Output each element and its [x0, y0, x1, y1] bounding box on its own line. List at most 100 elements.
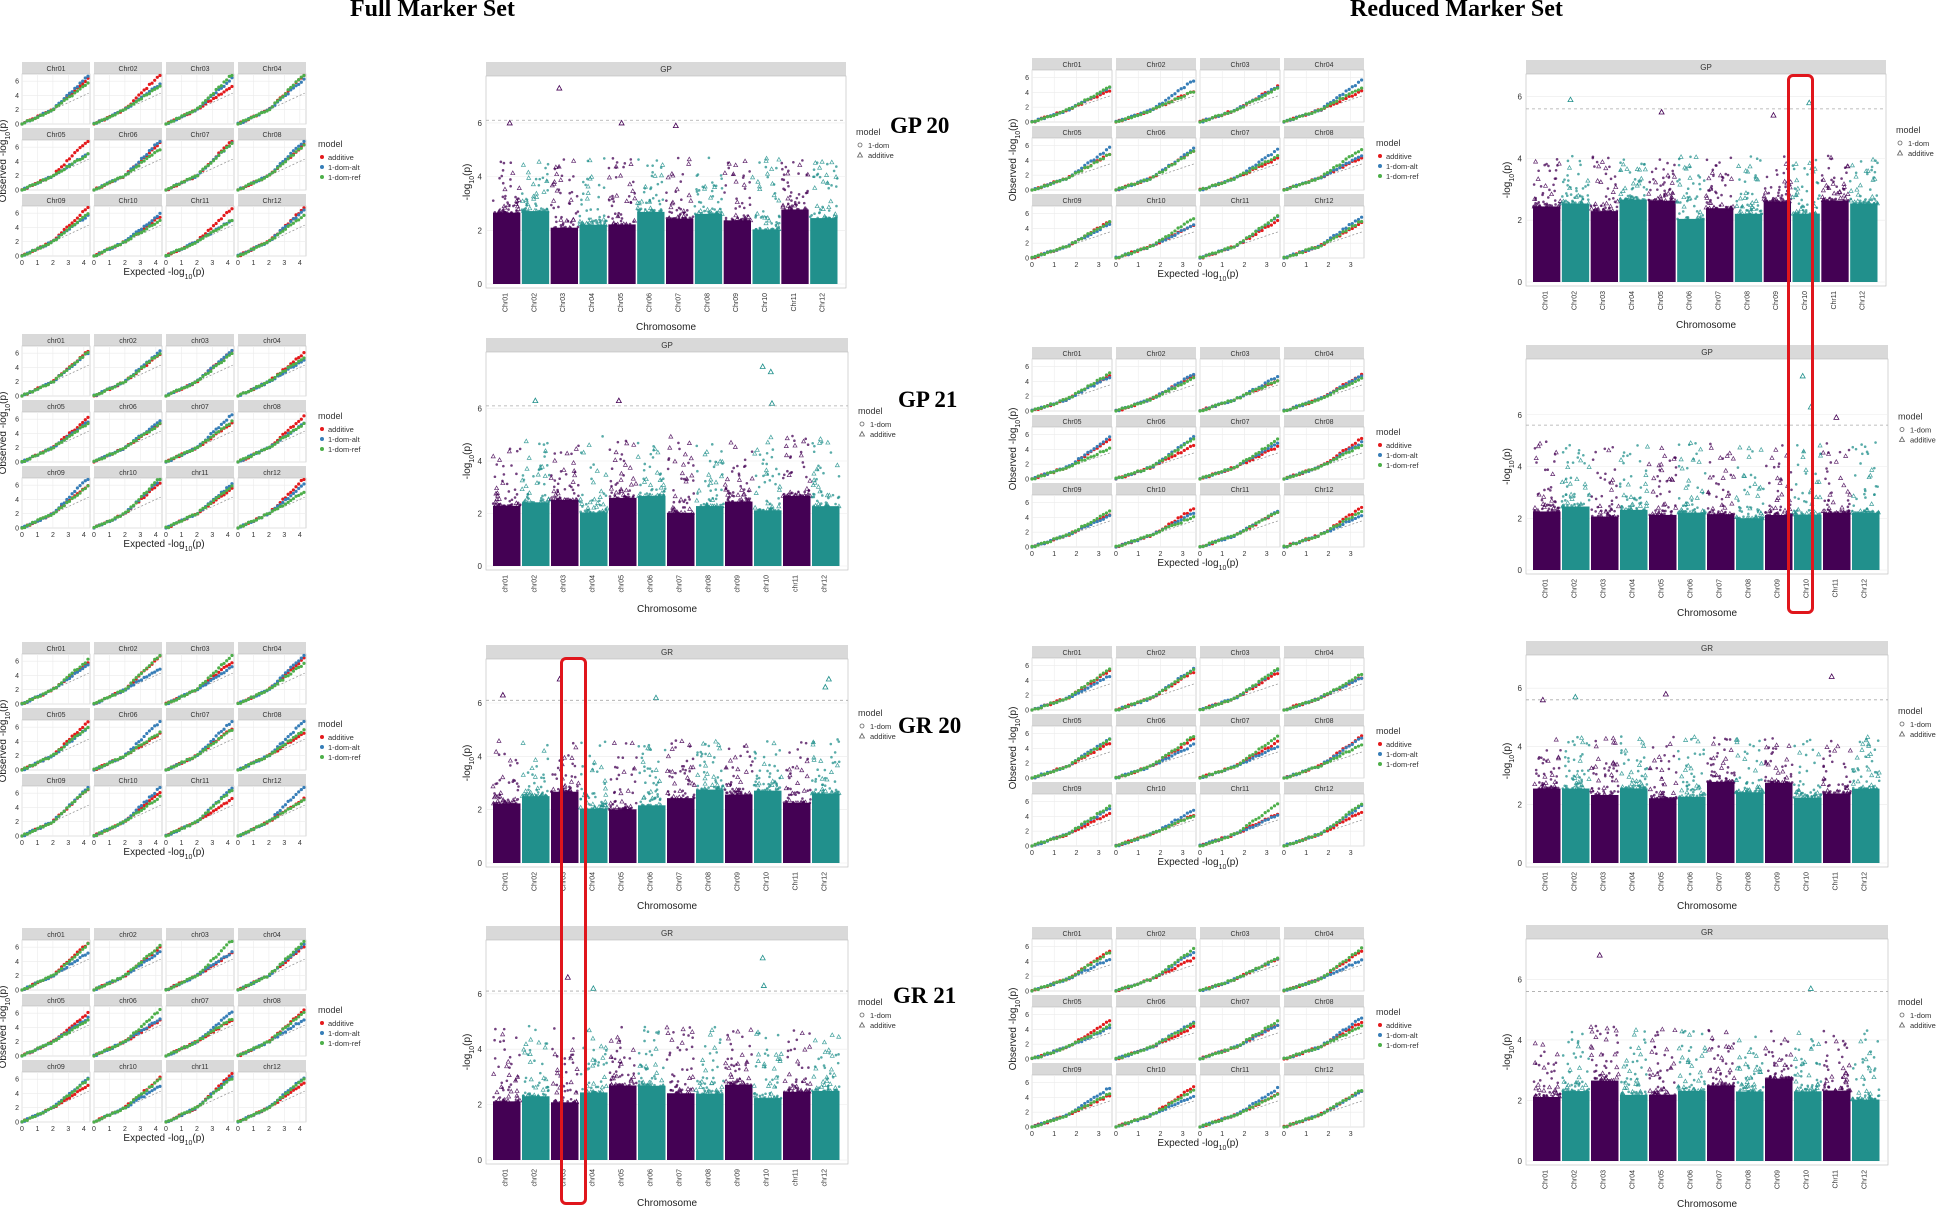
marker-additive — [526, 175, 532, 180]
marker-1-dom — [699, 201, 703, 204]
qq-point-1-dom-alt — [302, 77, 306, 81]
qq-point-1-dom-ref — [193, 241, 197, 245]
marker-1-dom — [782, 178, 786, 182]
qq-point-1-dom-ref — [169, 120, 173, 124]
marker-1-dom — [691, 215, 695, 218]
y-tick-label: 4 — [15, 739, 19, 746]
marker-1-dom — [772, 183, 776, 186]
marker-1-dom — [670, 211, 674, 214]
marker-1-dom — [646, 164, 649, 167]
qq-point-1-dom-alt — [158, 785, 162, 790]
qq-point-1-dom-alt — [294, 661, 298, 665]
marker-1-dom — [581, 192, 585, 195]
qq-point-additive — [230, 796, 234, 801]
marker-1-dom — [632, 220, 636, 223]
qq-point-1-dom-ref — [222, 491, 226, 495]
qq-point-1-dom-ref — [227, 144, 231, 148]
marker-additive — [621, 221, 627, 226]
suffix: (p) — [192, 847, 204, 858]
marker-1-dom — [700, 212, 703, 215]
marker-1-dom — [771, 474, 775, 478]
qq-point-1-dom-alt — [222, 671, 226, 675]
qq-point-1-dom-ref — [147, 664, 152, 668]
marker-1-dom — [538, 442, 541, 446]
qq-point-1-dom-alt — [131, 165, 136, 169]
marker-1-dom — [786, 202, 790, 206]
row-label-gp21: GP 21 — [898, 387, 958, 412]
marker-1-dom — [514, 758, 518, 762]
marker-additive — [549, 182, 555, 188]
qq-point-1-dom-ref — [78, 87, 82, 91]
qq-point-1-dom-alt — [291, 149, 296, 153]
marker-1-dom — [649, 452, 653, 456]
qq-panel-chr04: chr04 — [236, 334, 307, 398]
marker-additive — [520, 198, 526, 204]
marker-1-dom — [627, 194, 631, 198]
qq-point-1-dom-ref — [78, 794, 82, 798]
marker-additive — [614, 192, 620, 198]
y-tick-label: 6 — [15, 145, 19, 152]
marker-1-dom — [672, 500, 676, 504]
marker-1-dom — [570, 452, 573, 456]
qq-point-additive — [62, 163, 66, 167]
qq-point-1-dom-alt — [222, 84, 226, 88]
chromosome-band-chr05 — [609, 497, 637, 566]
x-tick-label: Chr06 — [647, 293, 654, 312]
marker-1-dom — [699, 504, 703, 507]
marker-1-dom — [502, 464, 505, 468]
qq-point-1-dom-ref — [121, 755, 125, 759]
qq-point-additive — [227, 209, 231, 213]
marker-1-dom — [644, 201, 648, 205]
marker-additive — [686, 192, 692, 198]
marker-1-dom — [539, 207, 543, 210]
marker-1-dom — [615, 777, 619, 781]
qq-point-additive — [217, 93, 221, 97]
qq-point-1-dom-alt — [78, 483, 82, 488]
suffix: (p) — [192, 267, 204, 278]
y-tick-label: 6 — [15, 79, 19, 86]
x-tick-label: 2 — [123, 840, 127, 847]
qq-point-1-dom-ref — [28, 523, 32, 527]
marker-1-dom — [759, 216, 763, 219]
x-tick-label: 1 — [180, 840, 184, 847]
qq-point-1-dom-alt — [209, 432, 213, 436]
x-tick-label: 1 — [180, 532, 184, 539]
qq-point-1-dom-alt — [302, 208, 306, 212]
qq-point-1-dom-ref — [83, 83, 87, 87]
qq-point-1-dom-alt — [217, 674, 221, 678]
qq-point-1-dom-ref — [65, 675, 69, 680]
y-tick-label: 4 — [478, 173, 483, 182]
qq-point-1-dom-ref — [139, 97, 144, 101]
qq-point-1-dom-ref — [116, 243, 120, 248]
qq-point-1-dom-ref — [38, 180, 43, 184]
qq-point-1-dom-ref — [262, 110, 266, 114]
qq-point-1-dom-ref — [113, 385, 117, 389]
marker-1-dom — [742, 214, 746, 217]
qq-point-additive — [150, 81, 154, 85]
qq-panel-chr02: Chr02 — [92, 62, 163, 126]
marker-1-dom — [679, 207, 683, 211]
qq-point-1-dom-ref — [118, 175, 122, 179]
qq-point-1-dom-ref — [167, 767, 171, 772]
marker-1-dom — [594, 795, 597, 799]
marker-additive — [496, 208, 502, 214]
qq-point-1-dom-ref — [278, 231, 282, 235]
qq-point-additive — [134, 96, 138, 100]
panel-area — [165, 785, 235, 837]
qq-point-1-dom-ref — [273, 169, 277, 173]
x-tick-label: 4 — [82, 260, 86, 267]
qq-point-1-dom-ref — [59, 811, 64, 816]
qq-point-1-dom-ref — [273, 442, 277, 446]
qq-point-1-dom-ref — [134, 676, 138, 680]
qq-point-additive — [297, 482, 301, 486]
qq-point-additive — [286, 428, 290, 432]
marker-1-dom — [616, 215, 620, 218]
legend-label-additive: additive — [868, 151, 894, 160]
marker-1-dom — [741, 176, 745, 179]
qq-point-1-dom-ref — [294, 150, 298, 154]
qq-point-1-dom-ref — [198, 817, 202, 821]
panel-strip — [94, 62, 162, 74]
marker-1-dom — [588, 754, 592, 758]
qq-point-1-dom-ref — [268, 753, 272, 757]
qq-point-1-dom-ref — [302, 661, 306, 665]
